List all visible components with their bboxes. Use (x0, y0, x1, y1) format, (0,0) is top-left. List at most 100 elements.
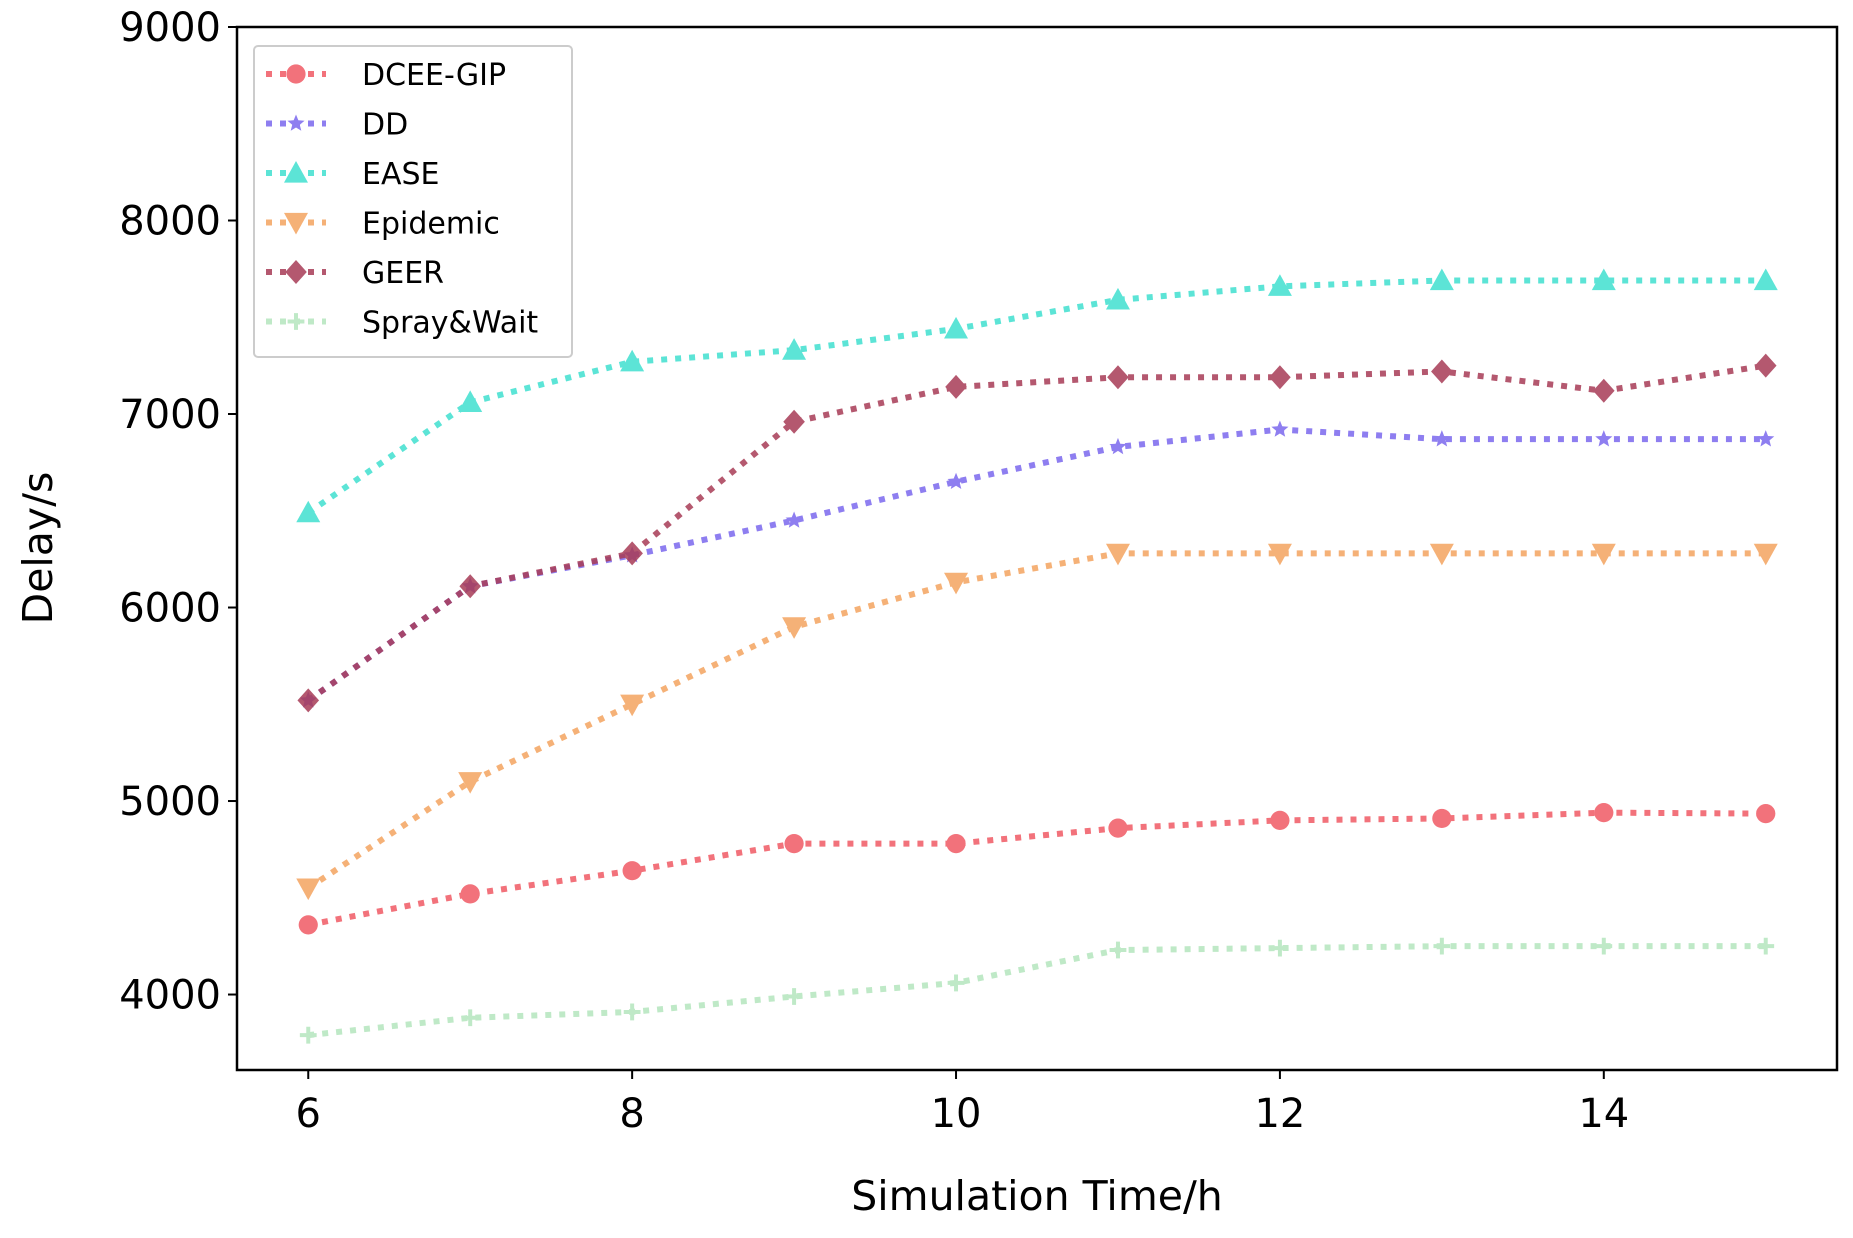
data-point-spray-wait (1271, 939, 1289, 957)
legend-marker-epidemic (284, 212, 308, 235)
x-tick-label: 8 (619, 1091, 644, 1137)
data-point-ease (620, 349, 645, 372)
data-point-geer (1107, 365, 1129, 390)
data-point-spray-wait (1109, 941, 1127, 959)
y-tick-label: 6000 (119, 586, 221, 632)
data-point-ease (944, 316, 969, 339)
series-layer (296, 268, 1778, 1044)
data-point-ease (1267, 274, 1292, 296)
y-axis-title: Delay/s (14, 472, 62, 625)
data-point-dcee-gip (460, 884, 480, 904)
data-point-dcee-gip (1594, 803, 1614, 823)
x-axis-title: Simulation Time/h (851, 1172, 1223, 1220)
series-dcee-gip (298, 803, 1776, 935)
data-point-dd (1433, 430, 1451, 447)
legend-marker-spray-wait (287, 313, 305, 330)
legend-item-dd (266, 114, 326, 131)
legend-label-geer: GEER (362, 256, 444, 291)
series-line-geer (306, 362, 1767, 703)
data-point-geer (297, 688, 320, 713)
data-point-geer (1593, 378, 1615, 403)
data-point-dd (1595, 430, 1613, 447)
data-point-geer (783, 409, 805, 434)
legend-box (253, 45, 573, 358)
data-point-spray-wait (623, 1003, 641, 1021)
data-point-geer (459, 574, 481, 599)
data-point-geer (945, 374, 967, 399)
legend-label-epidemic: Epidemic (362, 207, 500, 242)
data-point-ease (1429, 268, 1454, 291)
y-tick-label: 4000 (119, 973, 221, 1019)
data-point-ease (296, 500, 321, 523)
series-line-ease (306, 277, 1766, 516)
data-point-epidemic (1429, 543, 1454, 566)
data-point-geer (1431, 359, 1453, 384)
series-spray-wait (299, 937, 1775, 1044)
axes-layer: 6 8 10 12 14 4000 5000 6000 7000 8000 9000 (119, 5, 1629, 1137)
series-geer (297, 353, 1777, 713)
data-point-ease (1753, 268, 1778, 291)
data-point-spray-wait (1757, 937, 1775, 955)
series-ease (296, 268, 1778, 523)
data-point-spray-wait (461, 1009, 479, 1027)
x-tick-label: 14 (1578, 1091, 1629, 1137)
data-point-spray-wait (947, 974, 965, 992)
series-line-spray-wait (307, 943, 1766, 1039)
legend-label-dd: DD (362, 108, 408, 143)
data-point-epidemic (620, 694, 645, 717)
y-tick-label: 5000 (119, 779, 221, 825)
data-point-geer (621, 541, 643, 566)
legend-item-ease (266, 161, 326, 183)
data-point-epidemic (1267, 543, 1292, 566)
data-point-dcee-gip (298, 915, 318, 935)
data-point-dcee-gip (784, 833, 804, 854)
x-tick-label: 6 (296, 1091, 321, 1137)
data-point-spray-wait (1595, 937, 1613, 955)
data-point-spray-wait (785, 988, 803, 1005)
data-point-dd (947, 472, 965, 490)
legend-item-geer (266, 260, 326, 284)
legend-marker-dd (287, 114, 305, 131)
legend-marker-ease (284, 161, 308, 183)
data-point-dd (1271, 420, 1289, 437)
legend: DCEE-GIP DD EASE Epidemic GEER Spray&Wait (253, 45, 573, 358)
data-point-dd (1757, 430, 1775, 447)
data-point-epidemic (458, 772, 483, 794)
x-tick-label: 10 (931, 1091, 982, 1137)
data-point-dcee-gip (1270, 810, 1290, 830)
data-point-dcee-gip (1432, 808, 1452, 829)
data-point-ease (1591, 268, 1616, 291)
legend-item-epidemic (266, 212, 326, 235)
data-point-ease (782, 338, 807, 360)
data-point-dcee-gip (946, 833, 966, 854)
data-point-spray-wait (1433, 937, 1451, 955)
legend-marker-geer (285, 260, 307, 284)
data-point-geer (1754, 353, 1777, 378)
plot-area-frame (235, 25, 1839, 1072)
data-point-ease (458, 390, 483, 413)
data-point-epidemic (782, 617, 807, 639)
data-point-geer (1269, 365, 1291, 390)
data-point-dd (1109, 437, 1127, 455)
data-point-epidemic (944, 572, 969, 595)
y-tick-label: 9000 (119, 5, 221, 51)
data-point-dcee-gip (1756, 804, 1776, 824)
y-tick-label: 7000 (119, 392, 221, 438)
series-epidemic (296, 543, 1778, 901)
y-tick-label: 8000 (119, 199, 221, 245)
legend-label-spray-wait: Spray&Wait (362, 306, 538, 341)
data-point-spray-wait (299, 1026, 317, 1044)
data-point-epidemic (296, 878, 321, 901)
legend-label-dcee-gip: DCEE-GIP (362, 58, 506, 93)
data-point-epidemic (1591, 543, 1616, 566)
data-point-dcee-gip (622, 861, 642, 881)
data-point-dcee-gip (1108, 818, 1128, 838)
series-line-epidemic (306, 550, 1766, 891)
data-point-dd (785, 511, 803, 528)
legend-label-ease: EASE (362, 157, 439, 192)
data-point-epidemic (1753, 543, 1778, 566)
data-point-ease (1105, 287, 1130, 310)
data-point-epidemic (1105, 543, 1130, 566)
legend-item-dcee-gip (266, 64, 326, 84)
